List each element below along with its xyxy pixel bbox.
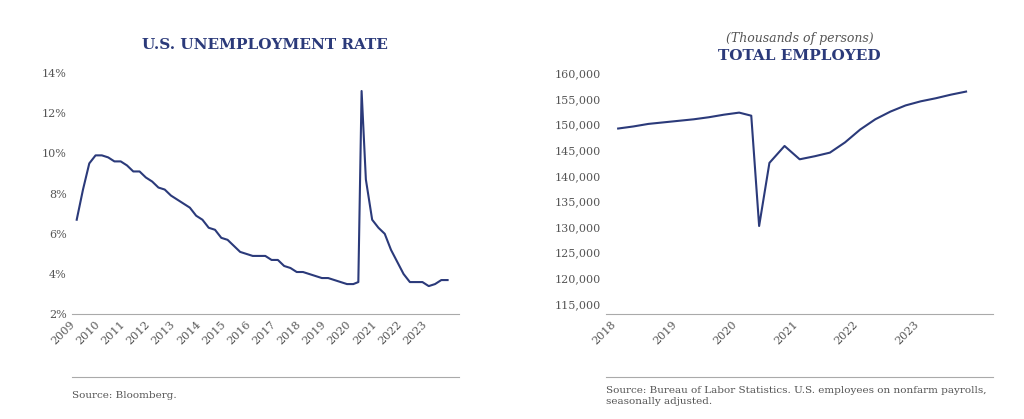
Text: (Thousands of persons): (Thousands of persons)	[726, 32, 873, 45]
Text: Source: Bloomberg.: Source: Bloomberg.	[72, 391, 176, 401]
Title: U.S. UNEMPLOYMENT RATE: U.S. UNEMPLOYMENT RATE	[142, 38, 388, 52]
Text: Source: Bureau of Labor Statistics. U.S. employees on nonfarm payrolls,
seasonal: Source: Bureau of Labor Statistics. U.S.…	[606, 386, 986, 406]
Title: TOTAL EMPLOYED: TOTAL EMPLOYED	[719, 49, 881, 63]
